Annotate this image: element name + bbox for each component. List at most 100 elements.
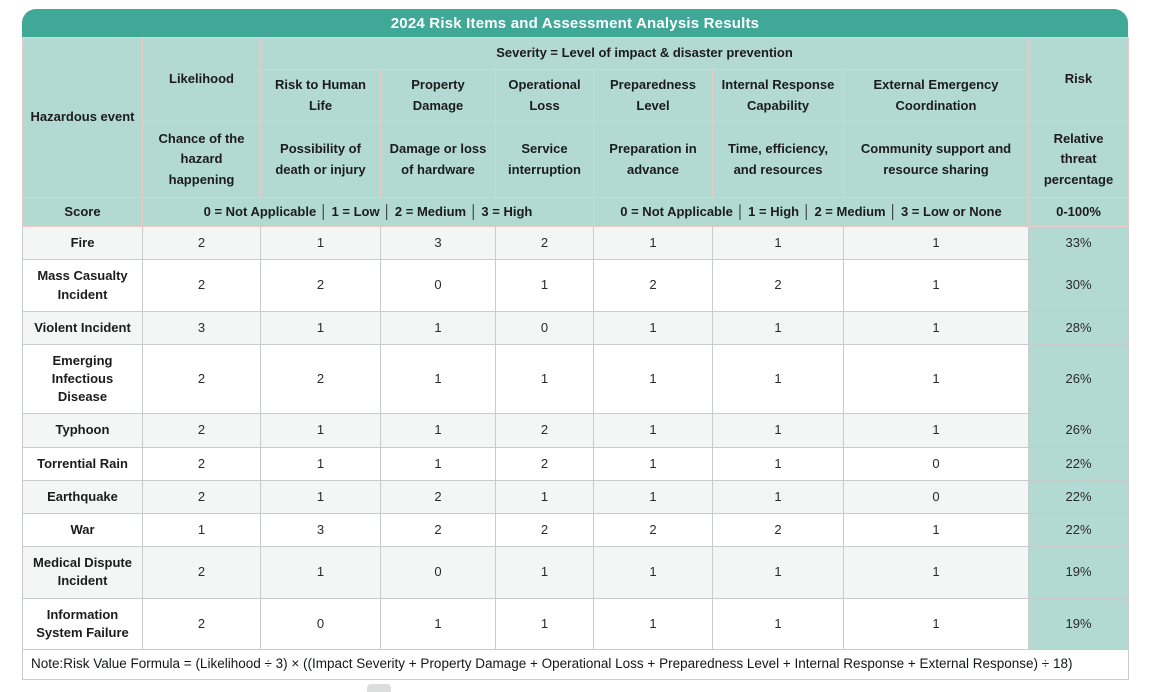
property-damage-score-cell: 1 (380, 413, 496, 448)
desc-likelihood: Chance of the hazard happening (142, 121, 261, 198)
likelihood-score-cell: 2 (142, 259, 261, 312)
score-label: Score (22, 196, 143, 228)
property-damage-score-cell: 1 (380, 310, 496, 345)
event-name-cell: Mass Casualty Incident (22, 259, 143, 312)
property-damage-score-cell: 2 (380, 513, 496, 548)
col-header-risk-human-life: Risk to Human Life (260, 69, 381, 122)
operational-loss-score-cell: 2 (495, 513, 594, 548)
external-coordination-score-cell: 1 (843, 513, 1029, 548)
preparedness-score-cell: 1 (593, 226, 713, 261)
internal-response-score-cell: 1 (712, 546, 844, 599)
response-score-legend: 0 = Not Applicable │ 1 = High │ 2 = Medi… (593, 196, 1029, 228)
event-name-cell: Violent Incident (22, 310, 143, 345)
header-group-row: Hazardous event Likelihood Severity = Le… (22, 37, 1129, 198)
external-coordination-score-cell: 1 (843, 413, 1029, 448)
event-name-cell: Fire (22, 226, 143, 261)
internal-response-score-cell: 2 (712, 513, 844, 548)
human-life-score-cell: 1 (260, 446, 381, 481)
desc-internal-response: Time, efficiency, and resources (712, 121, 844, 198)
risk-percentage-cell: 28% (1028, 310, 1129, 345)
property-damage-score-cell: 1 (380, 597, 496, 650)
internal-response-score-cell: 1 (712, 413, 844, 448)
desc-external-coordination: Community support and resource sharing (843, 121, 1029, 198)
likelihood-score-cell: 2 (142, 413, 261, 448)
preparedness-score-cell: 1 (593, 546, 713, 599)
col-header-risk: Risk (1028, 37, 1129, 122)
risk-percentage-cell: 22% (1028, 446, 1129, 481)
operational-loss-score-cell: 0 (495, 310, 594, 345)
risk-range-legend: 0-100% (1028, 196, 1129, 228)
operational-loss-score-cell: 1 (495, 479, 594, 515)
header-description-row: Chance of the hazard happening Possibili… (23, 121, 1129, 198)
external-coordination-score-cell: 0 (843, 446, 1029, 481)
internal-response-score-cell: 2 (712, 259, 844, 312)
human-life-score-cell: 1 (260, 413, 381, 448)
event-name-cell: Emerging Infectious Disease (22, 343, 143, 415)
preparedness-score-cell: 2 (593, 513, 713, 548)
risk-percentage-cell: 33% (1028, 226, 1129, 261)
table-footer: Note:Risk Value Formula = (Likelihood ÷ … (22, 648, 1129, 680)
partial-bottom-element (367, 684, 391, 692)
property-damage-score-cell: 3 (380, 226, 496, 261)
external-coordination-score-cell: 1 (843, 310, 1029, 345)
col-header-internal-response: Internal Response Capability (712, 69, 844, 122)
risk-percentage-cell: 19% (1028, 597, 1129, 650)
operational-loss-score-cell: 2 (495, 446, 594, 481)
likelihood-score-cell: 2 (142, 597, 261, 650)
likelihood-score-cell: 1 (142, 513, 261, 548)
human-life-score-cell: 2 (260, 343, 381, 415)
operational-loss-score-cell: 1 (495, 259, 594, 312)
operational-loss-score-cell: 1 (495, 546, 594, 599)
likelihood-score-cell: 2 (142, 479, 261, 515)
property-damage-score-cell: 0 (380, 259, 496, 312)
table-row: Medical Dispute Incident 2 1 0 1 1 1 1 1… (22, 546, 1129, 599)
table-row: Mass Casualty Incident 2 2 0 1 2 2 1 30% (22, 259, 1129, 312)
event-name-cell: Earthquake (22, 479, 143, 515)
desc-risk-human-life: Possibility of death or injury (260, 121, 381, 198)
likelihood-score-cell: 3 (142, 310, 261, 345)
internal-response-score-cell: 1 (712, 343, 844, 415)
col-header-property-damage: Property Damage (380, 69, 496, 122)
risk-percentage-cell: 26% (1028, 413, 1129, 448)
operational-loss-score-cell: 2 (495, 413, 594, 448)
col-header-hazardous-event: Hazardous event (22, 37, 143, 198)
desc-operational-loss: Service interruption (495, 121, 594, 198)
event-name-cell: Torrential Rain (22, 446, 143, 481)
risk-percentage-cell: 30% (1028, 259, 1129, 312)
impact-score-legend: 0 = Not Applicable │ 1 = Low │ 2 = Mediu… (142, 196, 594, 228)
score-legend-row: Score 0 = Not Applicable │ 1 = Low │ 2 =… (22, 196, 1129, 228)
human-life-score-cell: 0 (260, 597, 381, 650)
internal-response-score-cell: 1 (712, 479, 844, 515)
external-coordination-score-cell: 1 (843, 597, 1029, 650)
likelihood-score-cell: 2 (142, 546, 261, 599)
human-life-score-cell: 2 (260, 259, 381, 312)
property-damage-score-cell: 0 (380, 546, 496, 599)
preparedness-score-cell: 1 (593, 479, 713, 515)
operational-loss-score-cell: 1 (495, 597, 594, 650)
external-coordination-score-cell: 1 (843, 546, 1029, 599)
risk-percentage-cell: 26% (1028, 343, 1129, 415)
human-life-score-cell: 1 (260, 310, 381, 345)
table-row: War 1 3 2 2 2 2 1 22% (22, 513, 1129, 548)
formula-note: Note:Risk Value Formula = (Likelihood ÷ … (22, 648, 1129, 680)
property-damage-score-cell: 2 (380, 479, 496, 515)
preparedness-score-cell: 1 (593, 413, 713, 448)
internal-response-score-cell: 1 (712, 226, 844, 261)
operational-loss-score-cell: 2 (495, 226, 594, 261)
risk-table: Hazardous event Likelihood Severity = Le… (22, 37, 1129, 680)
desc-risk: Relative threat percentage (1028, 121, 1129, 198)
preparedness-score-cell: 1 (593, 343, 713, 415)
preparedness-score-cell: 1 (593, 597, 713, 650)
table-title: 2024 Risk Items and Assessment Analysis … (390, 14, 760, 32)
note-row: Note:Risk Value Formula = (Likelihood ÷ … (22, 648, 1129, 680)
likelihood-score-cell: 2 (142, 226, 261, 261)
table-row: Typhoon 2 1 1 2 1 1 1 26% (22, 413, 1129, 448)
human-life-score-cell: 1 (260, 479, 381, 515)
col-header-operational-loss: Operational Loss (495, 69, 594, 122)
risk-percentage-cell: 19% (1028, 546, 1129, 599)
preparedness-score-cell: 1 (593, 446, 713, 481)
col-header-preparedness-level: Preparedness Level (593, 69, 713, 122)
table-row: Earthquake 2 1 2 1 1 1 0 22% (22, 479, 1129, 515)
col-header-likelihood: Likelihood (142, 37, 261, 122)
risk-percentage-cell: 22% (1028, 479, 1129, 515)
